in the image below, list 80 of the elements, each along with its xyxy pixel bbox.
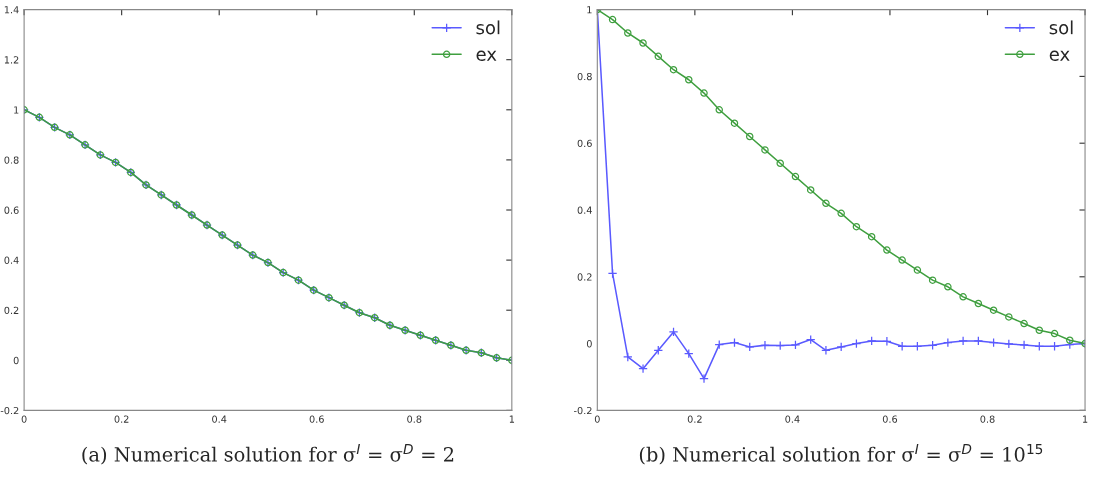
x-tick-label: 1 — [509, 415, 515, 423]
y-tick-label: 0.2 — [4, 306, 19, 315]
legend-label: ex — [1049, 50, 1070, 61]
point — [973, 336, 984, 346]
point — [638, 363, 648, 374]
text: (a) Numerical solution for σ$^{I}$ = σ$^{D}$ = 2 — [82, 444, 454, 465]
y-tick-label: 0.4 — [4, 256, 19, 264]
point — [639, 39, 647, 47]
x-tick-label: 1 — [1083, 415, 1088, 423]
point — [700, 89, 708, 97]
y-tick-label: -0.2 — [573, 406, 592, 415]
point — [928, 276, 937, 284]
point — [822, 199, 830, 208]
x-tick-label: 0.6 — [309, 415, 324, 423]
point — [1066, 336, 1074, 345]
x-tick-label: 0 — [21, 415, 27, 423]
point — [624, 29, 632, 37]
point — [1035, 326, 1044, 334]
point — [974, 299, 983, 308]
point — [1050, 329, 1059, 338]
point — [761, 146, 769, 154]
point — [806, 186, 815, 194]
y-tick-label: 0.8 — [4, 156, 19, 164]
point — [1019, 340, 1029, 350]
x-tick-label: 0.4 — [785, 415, 800, 423]
point — [944, 283, 952, 291]
point — [989, 306, 998, 314]
y-tick-label: 1.4 — [4, 6, 19, 14]
point — [669, 65, 678, 74]
x-tick-label: 0 — [594, 415, 600, 423]
point — [791, 172, 800, 181]
point — [866, 336, 877, 346]
x-tick-label: 0.8 — [980, 415, 995, 423]
point — [654, 52, 663, 61]
legend-label: sol — [476, 20, 500, 35]
point — [898, 256, 906, 264]
point — [685, 75, 693, 84]
y-tick-label: -0.2 — [0, 406, 19, 415]
point — [790, 340, 801, 350]
point — [883, 246, 891, 254]
x-tick-label: 0.2 — [114, 415, 129, 423]
point — [608, 15, 617, 24]
point — [852, 222, 861, 231]
point — [776, 159, 784, 167]
point — [867, 232, 876, 241]
point — [760, 340, 770, 351]
point — [913, 266, 922, 274]
point — [958, 336, 968, 346]
y-tick-label: 0.4 — [577, 206, 592, 214]
point — [959, 293, 967, 301]
x-tick-label: 0.2 — [687, 415, 702, 423]
point — [715, 106, 723, 114]
x-tick-label: 0.8 — [407, 415, 422, 423]
x-tick-label: 0.4 — [212, 415, 227, 423]
y-tick-label: 1 — [587, 6, 592, 14]
point — [1005, 313, 1013, 321]
point — [730, 119, 739, 127]
point — [836, 342, 846, 352]
point — [882, 336, 892, 347]
legend-label: ex — [476, 50, 497, 61]
point — [668, 327, 679, 337]
y-tick-label: 1 — [14, 106, 19, 114]
point — [699, 373, 709, 384]
legend-label: sol — [1049, 20, 1073, 35]
y-tick-label: 0.6 — [4, 206, 19, 214]
y-tick-label: 0.6 — [577, 139, 592, 148]
point — [821, 345, 831, 356]
point — [745, 132, 754, 141]
y-tick-label: 0 — [586, 340, 592, 348]
point — [1004, 339, 1014, 349]
y-tick-label: 0.2 — [577, 273, 592, 281]
point — [837, 209, 845, 218]
y-tick-label: 0 — [13, 356, 19, 365]
point — [623, 352, 633, 362]
point — [744, 342, 755, 352]
x-tick-label: 0.6 — [882, 415, 898, 423]
text: (b) Numerical solution for σ$^{I}$ = σ$^{D}$ = 10$^{15}$ — [639, 444, 1043, 465]
y-tick-label: 0.8 — [577, 72, 592, 81]
y-tick-label: 1.2 — [4, 56, 19, 64]
point — [1020, 319, 1028, 328]
